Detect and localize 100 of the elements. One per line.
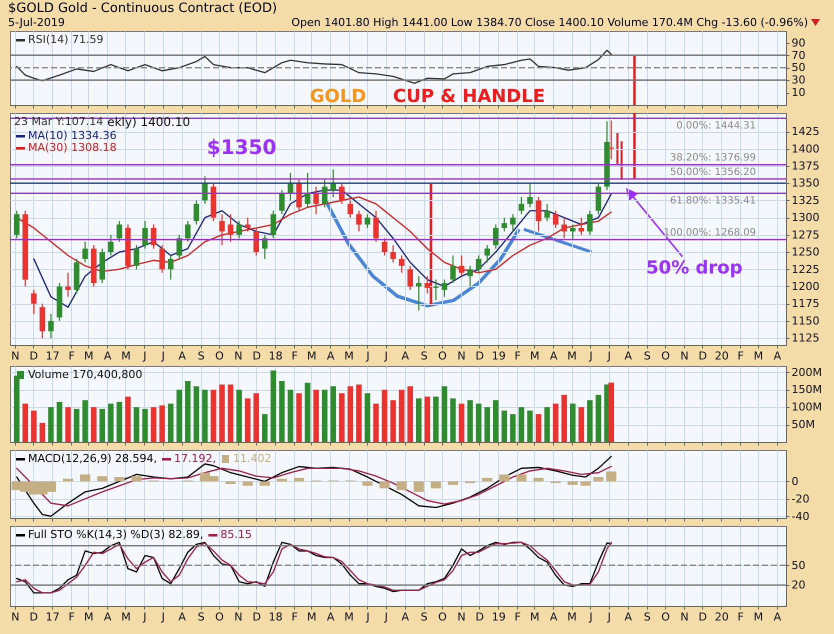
legend-label: MA(30) 1308.18: [28, 141, 117, 154]
candlestick: [578, 217, 584, 236]
x-tick-label: A: [550, 350, 558, 362]
bar: [330, 386, 336, 442]
x-tick-label: A: [624, 610, 632, 624]
bar: [390, 400, 396, 442]
x-tick-label: S: [644, 350, 651, 362]
candlestick: [194, 200, 200, 226]
bar: [150, 407, 156, 442]
annotation: 23 Mar Y:107.14: [14, 115, 104, 128]
bar: [476, 404, 482, 442]
x-tick-label: M: [306, 610, 316, 624]
line-series: [16, 456, 612, 517]
annotation: ekly) 1400.10: [107, 115, 190, 129]
bar: [74, 408, 80, 442]
x-tick-label: 17: [46, 350, 60, 362]
candlestick: [536, 196, 542, 232]
candlestick: [108, 234, 114, 256]
bar: [219, 384, 225, 442]
y-tick-label: 100M: [792, 400, 822, 414]
candlestick: [544, 203, 550, 222]
candlestick: [587, 210, 593, 236]
bar: [518, 407, 524, 442]
bar: [82, 400, 88, 442]
bar: [62, 478, 74, 482]
bar: [210, 390, 216, 442]
x-tick-label: 17: [46, 610, 60, 624]
bar: [176, 390, 182, 442]
bar: [416, 398, 422, 442]
x-tick-label: A: [624, 350, 632, 362]
bar: [608, 382, 614, 442]
x-tick-label: A: [401, 350, 410, 362]
bar: [356, 384, 362, 442]
y-tick-label: 10: [792, 86, 806, 100]
x-tick-label: S: [420, 350, 428, 362]
bar: [587, 400, 593, 442]
line-series: [16, 50, 612, 84]
x-tick-label: S: [420, 610, 428, 624]
x-tick-label: M: [567, 610, 577, 624]
x-tick-label: J: [588, 350, 593, 362]
x-tick-label: N: [11, 610, 20, 624]
bar: [296, 393, 302, 442]
bar: [116, 402, 122, 442]
bar: [379, 481, 390, 488]
y-tick-label: 200M: [792, 366, 822, 379]
x-tick-label: M: [567, 350, 577, 362]
x-tick-label: J: [365, 610, 370, 624]
x-tick-label: F: [514, 610, 521, 624]
candlestick: [458, 254, 464, 277]
x-tick-label: M: [121, 350, 131, 362]
bar: [552, 404, 558, 442]
x-tick-label: M: [754, 350, 764, 362]
candlestick: [493, 224, 499, 250]
bar: [100, 408, 106, 442]
x-tick-label: J: [384, 350, 388, 362]
y-tick-label: 30: [792, 74, 806, 87]
bar: [194, 386, 200, 442]
x-tick-label: A: [104, 610, 112, 624]
candlestick: [424, 276, 430, 294]
bar: [313, 390, 319, 442]
y-tick-label: 1175: [792, 297, 820, 310]
x-tick-label: J: [606, 610, 611, 624]
line-series: [16, 542, 612, 594]
x-tick-label: O: [661, 610, 670, 624]
legend-label: MACD(12,26,9) 28.594,: [28, 452, 158, 465]
candlestick: [168, 254, 174, 280]
bar: [339, 393, 345, 442]
x-tick-label: J: [142, 610, 147, 624]
x-tick-label: F: [738, 350, 744, 362]
bar: [236, 390, 242, 442]
candlestick: [219, 214, 225, 246]
bar: [570, 404, 576, 442]
x-tick-label: D: [29, 350, 38, 362]
legend-label: 85.15: [220, 528, 252, 541]
candlestick: [159, 244, 165, 274]
x-tick-label: S: [198, 350, 205, 362]
candlestick: [527, 182, 533, 208]
y-tick-label: 1150: [792, 314, 820, 328]
bar: [159, 405, 165, 442]
candlestick: [348, 200, 354, 218]
x-tick-label: A: [401, 610, 410, 624]
candlestick: [390, 244, 396, 263]
bar: [348, 386, 354, 442]
x-tick-label: F: [514, 350, 521, 362]
candlestick: [150, 224, 156, 250]
bar: [448, 481, 458, 485]
chart-title: $GOLD Gold - Continuous Contract (EOD): [8, 1, 278, 16]
bar: [433, 396, 439, 442]
x-tick-label: N: [680, 610, 689, 624]
x-tick-label: J: [160, 610, 165, 624]
ref-line-label: 50.00%: 1356.20: [670, 166, 756, 178]
candlestick: [407, 265, 413, 291]
bar: [228, 384, 234, 442]
legend-label: MA(10) 1334.36: [28, 129, 117, 142]
bar: [568, 481, 578, 485]
bar: [510, 414, 516, 442]
x-tick-label: J: [606, 350, 611, 362]
candlestick: [322, 179, 328, 208]
bar: [533, 478, 544, 482]
y-tick-label: 50: [792, 558, 806, 572]
